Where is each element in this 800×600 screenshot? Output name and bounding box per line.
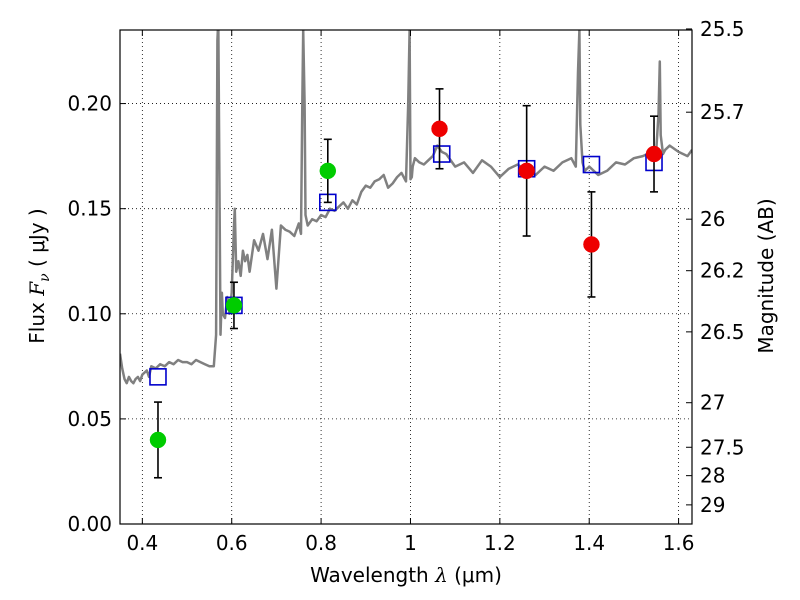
grid [120,30,692,525]
x-tick-label: 0.6 [216,531,248,555]
model-photometry-point [432,145,451,163]
observed-point [149,431,167,449]
observed-point [431,120,448,138]
y2-axis-label: Magnitude (AB) [754,198,778,353]
y-tick-label: 0.00 [67,512,112,536]
x-tick-label: 1.2 [484,531,516,555]
mag-tick-label: 26.2 [700,259,745,283]
mag-tick-label: 26.5 [700,320,745,344]
x-tick-label: 0.4 [126,531,158,555]
mag-tick-label: 28 [700,464,725,488]
x-tick-label: 0.8 [305,531,337,555]
y-axis-label: Flux Fν ( μJy ) [25,208,53,343]
axis-ticks: 0.4 0.6 0.8 1 1.2 1.4 1.6 0.00 0.05 0.10 0.15 0.20 2… [67,17,744,555]
x-tick-label: 1.4 [573,531,605,555]
x-axis-label: Wavelength λ (μm) [310,563,502,587]
x-tick-label: 1 [404,531,417,555]
observed-point [518,162,535,180]
y-tick-label: 0.05 [67,407,112,431]
mag-tick-label: 27.5 [700,435,745,459]
observed-point [225,297,243,314]
x-tick-label: 1.6 [663,531,695,555]
mag-tick-label: 29 [700,493,725,517]
model-photometry-point [582,155,601,174]
mag-tick-label: 27 [700,391,725,415]
y-tick-label: 0.20 [67,92,112,116]
observed-point [583,236,600,253]
plot-frame [119,29,693,525]
y-tick-label: 0.15 [67,197,112,221]
mag-tick-label: 26 [700,207,725,231]
model-photometry-point [149,368,167,386]
spectrum-line [120,30,692,385]
mag-tick-label: 25.7 [700,100,745,124]
y-tick-label: 0.10 [67,302,112,326]
observed-point [319,162,337,180]
mag-tick-label: 25.5 [700,17,745,41]
observed-point [645,145,663,163]
